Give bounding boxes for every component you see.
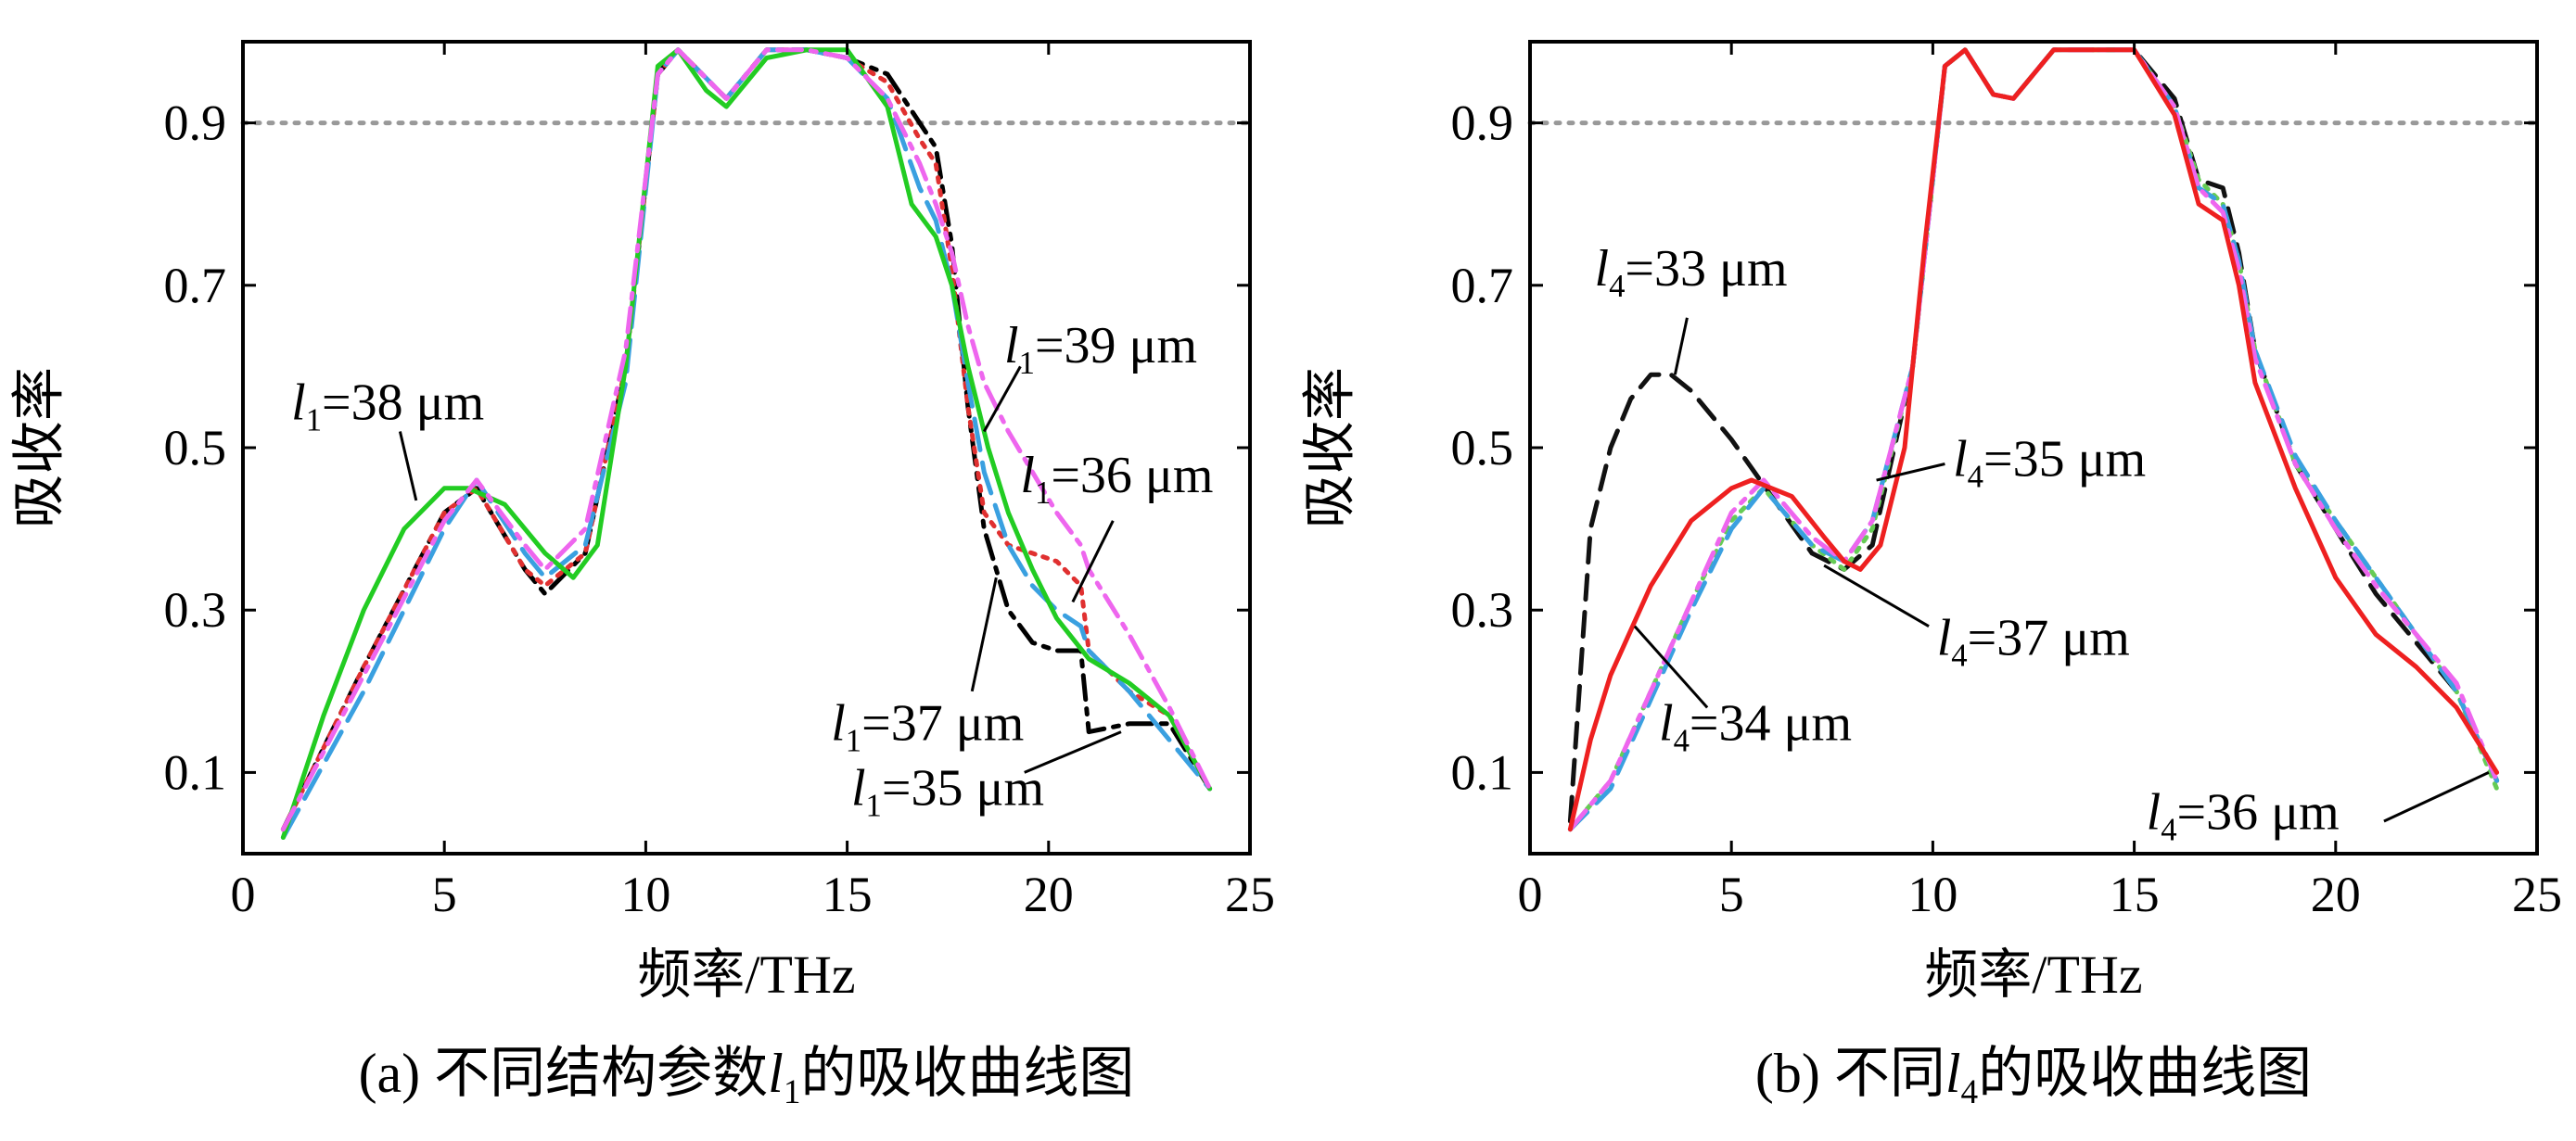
annotation-leader bbox=[398, 431, 418, 501]
series-line-a-5 bbox=[280, 47, 1213, 832]
series-line-a-1 bbox=[280, 47, 1213, 832]
y-tick-label: 0.5 bbox=[1451, 420, 1514, 475]
series-annotation-label: l1=36 μm bbox=[1020, 447, 1213, 511]
panel-b: 0 5 10 15 20 25 0.1 0.3 0.5 0.7 0.9 频率/THz 吸收率 l4=33 … bbox=[1299, 40, 2562, 1111]
panel-caption: (a) 不同结构参数l1的吸收曲线图 bbox=[359, 1043, 1135, 1111]
x-tick-label: 15 bbox=[823, 867, 873, 922]
series-line-a-3 bbox=[280, 47, 1213, 840]
y-tick-label: 0.1 bbox=[164, 744, 227, 800]
x-tick-label: 20 bbox=[1024, 867, 1074, 922]
y-axis-label: 吸收率 bbox=[8, 367, 69, 528]
series-annotation-label: l1=39 μm bbox=[1004, 317, 1197, 381]
x-tick-label: 10 bbox=[620, 867, 670, 922]
y-tick-label: 0.7 bbox=[164, 258, 227, 313]
x-tick-label: 25 bbox=[2512, 867, 2562, 922]
y-axis-label: 吸收率 bbox=[1299, 367, 1359, 528]
series-annotation-label: l4=36 μm bbox=[2147, 784, 2340, 848]
panel-caption: (b) 不同l4的吸收曲线图 bbox=[1755, 1043, 2312, 1111]
x-tick-label: 0 bbox=[1518, 867, 1543, 922]
x-axis-label: 频率/THz bbox=[637, 944, 855, 1005]
annotation-leader bbox=[970, 577, 998, 692]
series-annotation-label: l4=33 μm bbox=[1595, 240, 1788, 304]
x-tick-label: 20 bbox=[2311, 867, 2361, 922]
y-tick-label: 0.3 bbox=[164, 582, 227, 638]
series-line-a-2 bbox=[280, 47, 1213, 832]
y-tick-label: 0.9 bbox=[1451, 95, 1514, 151]
x-tick-label: 10 bbox=[1907, 867, 1958, 922]
x-tick-label: 15 bbox=[2110, 867, 2160, 922]
panel-a: 0 5 10 15 20 25 0.1 0.3 0.5 0.7 0.9 频率/THz 吸收率 l1=38 … bbox=[8, 40, 1275, 1111]
x-tick-label: 0 bbox=[231, 867, 256, 922]
x-axis-label: 频率/THz bbox=[1924, 944, 2142, 1005]
x-tick-label: 5 bbox=[432, 867, 457, 922]
y-tick-label: 0.1 bbox=[1451, 744, 1514, 800]
series-annotation-label: l4=37 μm bbox=[1937, 609, 2130, 673]
series-line-b-5 bbox=[1567, 47, 2500, 832]
y-tick-label: 0.9 bbox=[164, 95, 227, 151]
series-annotation-label: l1=35 μm bbox=[851, 759, 1044, 823]
series-line-a-4 bbox=[280, 47, 1213, 840]
annotation-leader bbox=[1071, 520, 1115, 603]
annotation-leader bbox=[982, 365, 1022, 433]
annotation-leader bbox=[2383, 771, 2490, 823]
y-tick-label: 0.3 bbox=[1451, 582, 1514, 638]
y-tick-label: 0.7 bbox=[1451, 258, 1514, 313]
series-annotation-label: l1=37 μm bbox=[831, 694, 1024, 758]
x-tick-label: 5 bbox=[1719, 867, 1744, 922]
y-tick-label: 0.5 bbox=[164, 420, 227, 475]
annotation-leader bbox=[1876, 463, 1945, 482]
annotation-leader bbox=[1823, 564, 1930, 628]
series-annotation-label: l4=34 μm bbox=[1659, 694, 1852, 758]
annotation-leader bbox=[1024, 730, 1122, 774]
series-annotation-label: l1=38 μm bbox=[291, 374, 484, 437]
series-annotation-label: l4=35 μm bbox=[1953, 431, 2146, 495]
annotation-leader bbox=[1633, 625, 1709, 709]
annotation-leader bbox=[1673, 317, 1689, 375]
x-tick-label: 25 bbox=[1225, 867, 1275, 922]
